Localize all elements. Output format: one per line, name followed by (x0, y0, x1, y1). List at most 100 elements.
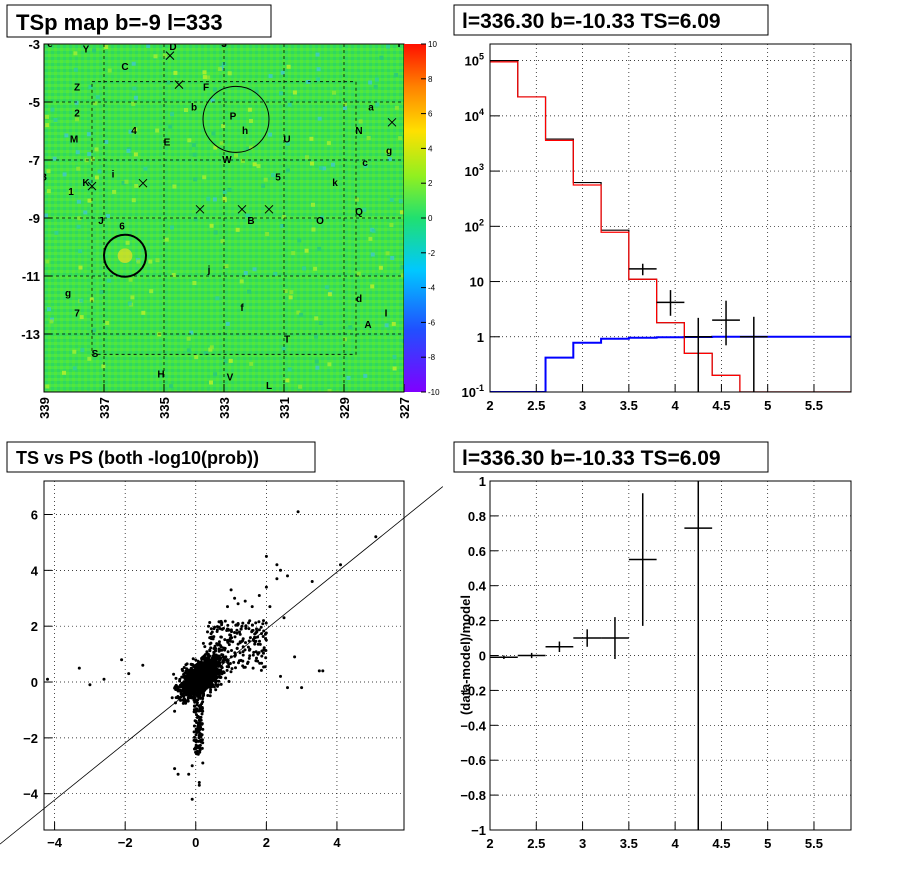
map-xtick-label: 339 (37, 397, 52, 419)
sc-point (208, 673, 212, 676)
colorbar-tick-label: 2 (428, 179, 433, 188)
map-pixel (75, 150, 80, 155)
map-pixel (280, 70, 285, 75)
map-source-label: Y (83, 45, 90, 56)
sc-point (224, 676, 228, 680)
sc-point (208, 694, 212, 698)
sc-point (279, 674, 282, 678)
sc-point (259, 625, 263, 629)
sc-point (261, 622, 265, 626)
map-title: TSp map b=-9 l=333 (16, 10, 223, 35)
sc-point (211, 657, 215, 661)
map-pixel (317, 116, 322, 121)
map-pixel (202, 70, 207, 75)
map-source-label: M (70, 135, 78, 146)
sc-point (263, 665, 267, 669)
sc-point (188, 685, 192, 689)
sc-point (262, 651, 265, 655)
map-pixel (73, 51, 78, 56)
map-pixel (256, 164, 261, 169)
map-source-label: 2 (74, 109, 80, 120)
sc-point (262, 629, 266, 633)
sc-point (321, 669, 325, 673)
map-pixel (318, 166, 323, 171)
map-pixel (400, 273, 404, 278)
map-pixel (273, 271, 278, 276)
sc-point (229, 588, 233, 592)
map-hotspot (117, 248, 133, 264)
map-pixel (141, 310, 146, 315)
map-pixel (222, 190, 227, 194)
map-source-label: 7 (74, 309, 80, 320)
sc-point (173, 686, 177, 690)
sc-point (199, 735, 203, 739)
sc-point (260, 649, 264, 653)
sc-point (217, 640, 221, 644)
map-pixel (88, 84, 93, 89)
map-pixel (327, 389, 332, 392)
sc-point (195, 728, 199, 732)
sc-point (257, 620, 261, 624)
map-pixel (297, 238, 302, 243)
residual-ylabel: (data-model)/model (458, 595, 473, 715)
map-pixel (168, 384, 173, 389)
colorbar-tick-label: -6 (428, 318, 436, 327)
map-source-label: I (385, 309, 388, 320)
map-pixel (87, 356, 92, 361)
map-pixel (291, 251, 296, 256)
sc-point (198, 693, 201, 697)
map-pixel (45, 123, 50, 128)
sc-point (184, 675, 188, 679)
map-pixel (366, 136, 371, 140)
map-pixel (97, 169, 102, 174)
map-cross-marker (237, 204, 247, 214)
map-source-label: P (398, 39, 405, 50)
sc-point (213, 644, 217, 648)
sc-point (233, 631, 236, 634)
sc-point (199, 660, 203, 664)
spec-xtick-label: 4.5 (712, 398, 730, 413)
res-ytick-label: 0.4 (468, 579, 487, 594)
map-pixel (75, 117, 79, 122)
res-xtick-label: 3.5 (620, 836, 638, 851)
spec-xtick-label: 5 (764, 398, 771, 413)
sc-ytick-label: −4 (23, 787, 39, 802)
map-pixel (400, 265, 404, 269)
map-pixel (280, 224, 285, 228)
sc-point (255, 656, 258, 660)
map-pixel (228, 358, 233, 363)
sc-point (201, 700, 205, 704)
map-pixel (346, 376, 351, 380)
map-source-label: J (98, 216, 104, 227)
map-source-label: U (283, 135, 290, 146)
map-pixel (79, 298, 84, 303)
map-pixel (368, 236, 373, 241)
map-pixel (73, 67, 78, 72)
sc-point (203, 645, 207, 649)
map-pixel (332, 90, 336, 95)
sc-point (241, 650, 245, 654)
map-pixel (225, 321, 230, 326)
sc-point (183, 690, 187, 694)
map-pixel (94, 175, 99, 180)
map-pixel (87, 152, 92, 157)
map-pixel (134, 183, 139, 188)
sc-point (170, 696, 174, 700)
map-marks: e Y D 3 C Z F 2 b Pa h 4 N M E Ug Wc i 5 8 Kk 1 Q J B O 6 j g d f 7 I A T S… (44, 39, 405, 392)
sc-point (199, 715, 203, 719)
sc-point (244, 641, 247, 645)
sc-point (203, 673, 207, 676)
sc-point (198, 668, 202, 672)
map-pixel (315, 365, 320, 370)
map-pixel (249, 361, 254, 366)
sc-point (192, 730, 196, 734)
sc-point (191, 683, 195, 687)
map-pixel (311, 227, 316, 232)
sc-point (264, 656, 268, 660)
map-pixel (268, 132, 273, 137)
spectrum-axes: 2 2.5 3 3.5 4 4.5 5 5.5 10-1 1 10 102 103 104 105 (462, 52, 823, 413)
map-pixel (213, 230, 218, 235)
sc-point (209, 627, 213, 631)
map-pixel (62, 172, 67, 177)
map-pixel (375, 102, 380, 107)
